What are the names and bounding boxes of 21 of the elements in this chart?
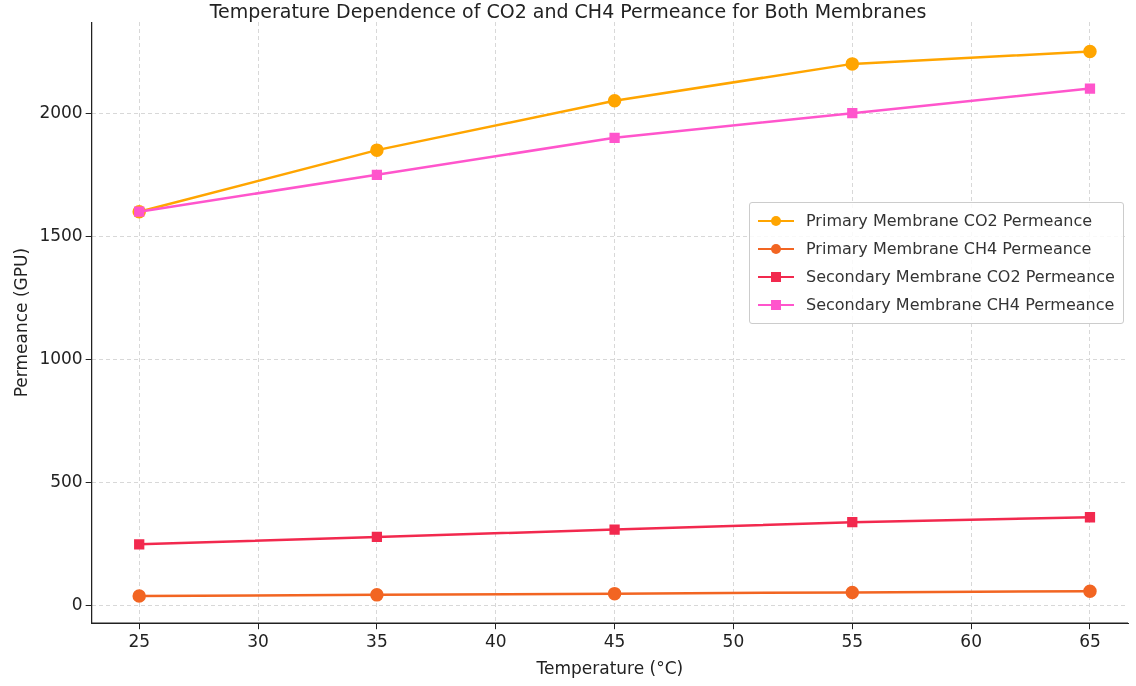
x-tick-label: 45 [603, 630, 626, 651]
x-tick-label: 60 [960, 630, 982, 651]
x-tick-label: 35 [366, 630, 388, 651]
y-tick-label: 2000 [39, 101, 83, 122]
x-tick-label: 50 [722, 630, 745, 651]
x-tick-label: 65 [1079, 630, 1101, 651]
legend-label: Secondary Membrane CO2 Permeance [806, 267, 1115, 287]
chart-title: Temperature Dependence of CO2 and CH4 Permeance for Both Membranes [208, 0, 928, 22]
y-axis-title: Permeance (GPU) [10, 247, 31, 398]
x-tick-label: 30 [247, 630, 269, 651]
legend-label: Secondary Membrane CH4 Permeance [806, 295, 1115, 315]
x-axis-title: Temperature (°C) [535, 658, 684, 679]
y-tick-label: 1500 [39, 224, 83, 245]
x-tick-label: 55 [841, 630, 864, 651]
legend-label: Primary Membrane CO2 Permeance [806, 211, 1093, 231]
legend-label: Primary Membrane CH4 Permeance [806, 239, 1092, 259]
x-tick-label: 40 [484, 630, 507, 651]
x-tick-label: 25 [128, 630, 151, 651]
y-tick-label: 1000 [39, 347, 83, 368]
y-tick-label: 0 [71, 594, 83, 615]
y-tick-label: 500 [50, 471, 83, 492]
